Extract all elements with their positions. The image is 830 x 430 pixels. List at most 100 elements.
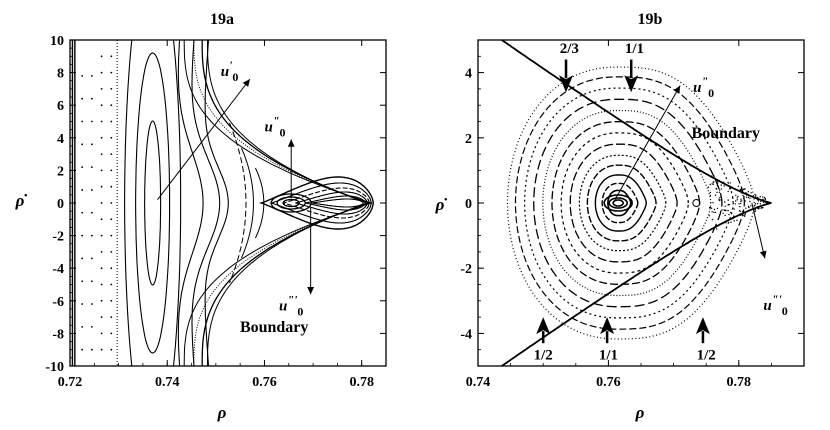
orbit-point [110,267,112,269]
orbit-point [91,121,93,123]
orbit-point [91,235,93,237]
chaotic-point [764,199,765,200]
chaotic-point [762,207,763,208]
chaotic-point [717,181,718,182]
chaotic-point [745,213,746,214]
chaotic-point [740,203,741,204]
chaotic-point [764,197,765,198]
orbit-point [110,88,112,90]
orbit-point [81,258,83,260]
boundary-curve [208,40,367,366]
y-tick-label: 8 [57,67,64,82]
orbit-point [101,235,103,237]
chaotic-point [711,211,712,212]
boundary-label: Boundary [692,125,760,142]
chaotic-point [735,203,736,204]
x-axis-label-19a: ρ [217,403,227,422]
orbit-point [101,104,103,106]
chaotic-point [740,211,741,212]
orbit-point [91,143,93,145]
chaotic-point [760,203,761,204]
resonance-orbit [271,183,371,223]
eigenvector-arrowhead [674,86,681,94]
chaotic-point [730,222,731,223]
chaotic-point [742,195,743,196]
resonance-ratio-label: 2/3 [560,41,579,57]
orbit-point [81,212,83,214]
chaotic-point [734,220,735,221]
chaotic-point [766,201,767,202]
chaotic-point [760,201,761,202]
chaotic-point [748,197,749,198]
orbit-point [110,104,112,106]
chaotic-point [754,205,755,206]
orbit-point [91,98,93,100]
orbit-point [81,189,83,191]
orbit-point [81,235,83,237]
chaotic-point [744,216,745,217]
chaotic-point [721,188,722,189]
chaotic-point [735,195,736,196]
y-tick-label: 0 [57,197,64,212]
chaotic-point [709,215,710,216]
chaotic-point [739,206,740,207]
chaotic-point [732,217,733,218]
quasi-periodic-orbit [516,77,745,329]
orbit-point [101,251,103,253]
orbit-point [101,316,103,318]
chaotic-point [739,214,740,215]
chaotic-point [714,176,715,177]
x-tick-label: 0.76 [596,375,621,390]
open-orbit [205,30,228,376]
chaotic-point [734,208,735,209]
y-tick-label: 0 [465,197,472,212]
orbit-point [110,153,112,155]
orbit-point [81,326,83,328]
chaotic-point [754,211,755,212]
quasi-periodic-orbit [561,133,688,273]
annotation-arrows-19b: 2/3 1/11/2 1/1 1/2u"0Boundaryu"'0 [534,41,788,364]
x-tick-label: 0.78 [349,375,374,390]
chaotic-point [728,214,729,215]
chaotic-point [755,195,756,196]
y-tick-label: 10 [50,34,64,49]
eigenvector-line [752,203,765,258]
chaotic-point [741,188,742,189]
chaotic-point [760,196,761,197]
orbit-point [91,280,93,282]
chaotic-point [762,196,763,197]
chaotic-point [713,212,714,213]
chaotic-point [744,188,745,189]
resonance-ratio-label: 1/1 [625,41,644,57]
orbit-point [110,316,112,318]
chaotic-point [715,212,716,213]
orbit-point [101,202,103,204]
chaotic-point [710,192,711,193]
chaotic-point [743,189,744,190]
y-tick-label: 6 [57,99,64,114]
chaotic-point [708,187,709,188]
chaotic-point [721,184,722,185]
orbit-point [101,153,103,155]
chaotic-point [728,199,729,200]
orbit-point [91,258,93,260]
closed-orbit [136,53,170,353]
chaotic-point [763,202,764,203]
chaotic-point [724,215,725,216]
y-tick-label: 2 [465,132,472,147]
chaotic-point [742,211,743,212]
orbit-point [91,326,93,328]
chaotic-point [743,198,744,199]
panel-19b: 19b 2/3 1/11/2 1/1 1/2u"0Boundaryu"'0 0.74 0… [435,11,804,422]
orbit-point [110,218,112,220]
chaotic-point [740,201,741,202]
orbit-point [110,72,112,74]
chaotic-point [737,196,738,197]
orbit-point [91,212,93,214]
chaotic-point [741,192,742,193]
chaotic-point [716,192,717,193]
orbit-point [101,137,103,139]
orbit-point [91,303,93,305]
y-tick-label: -10 [45,360,64,375]
orbit-point [81,166,83,168]
